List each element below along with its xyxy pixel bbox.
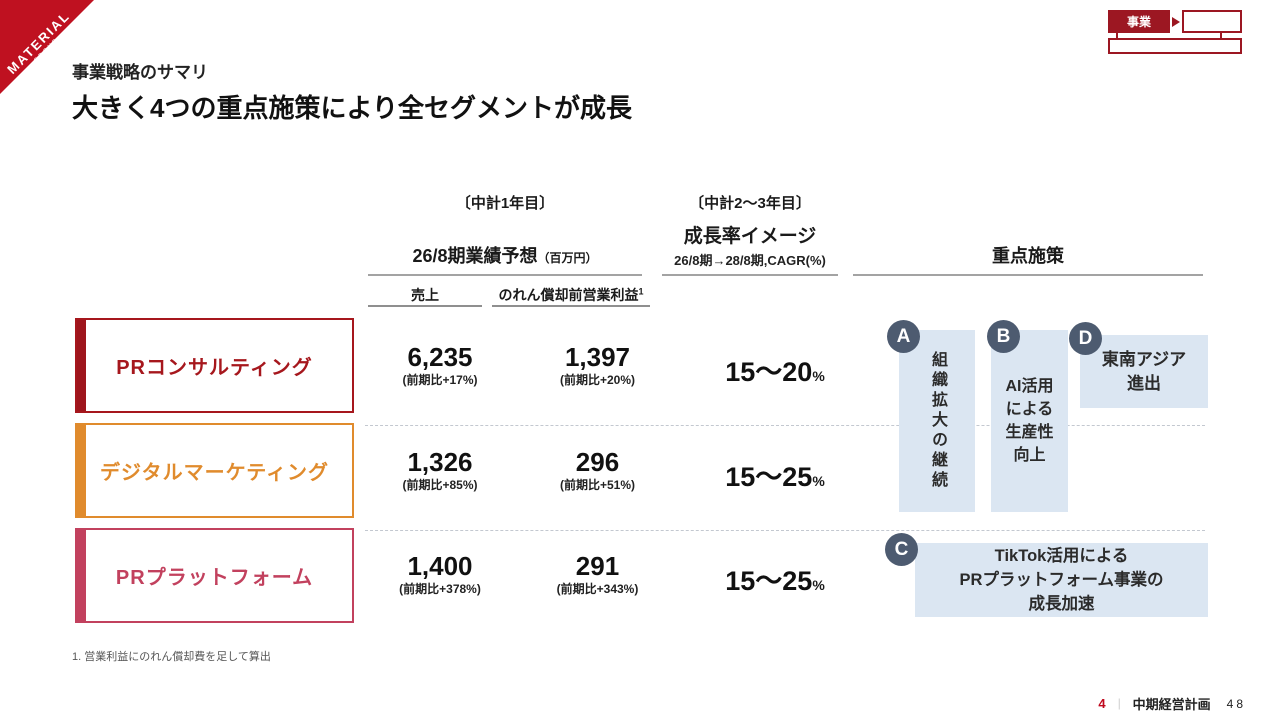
nav-empty-box [1182, 10, 1242, 33]
segment-label-pr-consulting: PRコンサルティング [75, 318, 354, 413]
row3-growth-cell: 15〜25% [725, 566, 825, 596]
footnote: 1. 営業利益にのれん償却費を足して算出 [72, 651, 271, 663]
group1-underline [368, 274, 642, 276]
row1-growth-cell: 15〜20% [725, 357, 825, 387]
badge-d: D [1069, 322, 1102, 355]
segment-accent-bar [77, 320, 86, 411]
row2-profit-cell: 296 (前期比+51%) [559, 447, 636, 492]
segment-accent-bar [77, 425, 86, 516]
nav-active-box: 事業 [1108, 10, 1170, 33]
nav-connector-left [1116, 33, 1118, 38]
group2-title: 成長率イメージ [683, 226, 817, 247]
row2-sales-cell: 1,326 (前期比+85%) [402, 447, 478, 492]
row3-profit-cell: 291 (前期比+343%) [556, 551, 639, 596]
slide-subtitle: 事業戦略のサマリ [72, 63, 208, 82]
sales-column-underline [368, 305, 482, 307]
sales-column-header: 売上 [411, 287, 439, 303]
segment-label-digital-marketing: デジタルマーケティング [75, 423, 354, 518]
badge-c: C [885, 533, 918, 566]
footer-separator: ｜ [1113, 698, 1125, 711]
group2-tag: 〔中計2〜3年目〕 [689, 195, 811, 212]
footer-page-number: 48 [1226, 696, 1246, 711]
group3-underline [853, 274, 1203, 276]
row2-growth-cell: 15〜25% [725, 462, 825, 492]
badge-b: B [987, 320, 1020, 353]
group2-subtitle: 26/8期→28/8期,CAGR(%) [674, 253, 826, 268]
badge-a: A [887, 320, 920, 353]
footer-section-number: 4 [1098, 696, 1106, 711]
nav-wide-box [1108, 38, 1242, 54]
row1-sales-cell: 6,235 (前期比+17%) [402, 342, 478, 387]
profit-column-underline [492, 305, 650, 307]
initiative-a-box: 組織拡大の継続 [899, 330, 975, 512]
initiative-d-box: 東南アジア 進出 [1080, 335, 1208, 408]
row3-sales-cell: 1,400 (前期比+378%) [399, 551, 481, 596]
page-title: 大きく4つの重点施策により全セグメントが成長 [72, 93, 632, 123]
initiative-b-box: AI活用 による 生産性 向上 [991, 330, 1068, 512]
corner-triangle [0, 0, 94, 94]
footer-section-label: 中期経営計画 [1132, 697, 1211, 712]
row-separator-1 [365, 425, 1205, 426]
group1-title: 26/8期業績予想（百万円） [412, 246, 598, 266]
initiative-c-box: TikTok活用による PRプラットフォーム事業の 成長加速 [915, 543, 1208, 617]
row-separator-2 [365, 530, 1205, 531]
segment-accent-bar [77, 530, 86, 621]
arrow-right-icon [1172, 17, 1180, 27]
footer: 4 ｜ 中期経営計画 48 [1098, 694, 1246, 713]
group3-title: 重点施策 [992, 246, 1064, 266]
slide-section-nav: 事業 [1106, 8, 1244, 56]
profit-column-header: のれん償却前営業利益1 [498, 286, 644, 303]
nav-connector-right [1220, 33, 1222, 38]
row1-profit-cell: 1,397 (前期比+20%) [559, 342, 636, 387]
group2-underline [662, 274, 838, 276]
segment-label-pr-platform: PRプラットフォーム [75, 528, 354, 623]
group1-tag: 〔中計1年目〕 [455, 195, 555, 212]
